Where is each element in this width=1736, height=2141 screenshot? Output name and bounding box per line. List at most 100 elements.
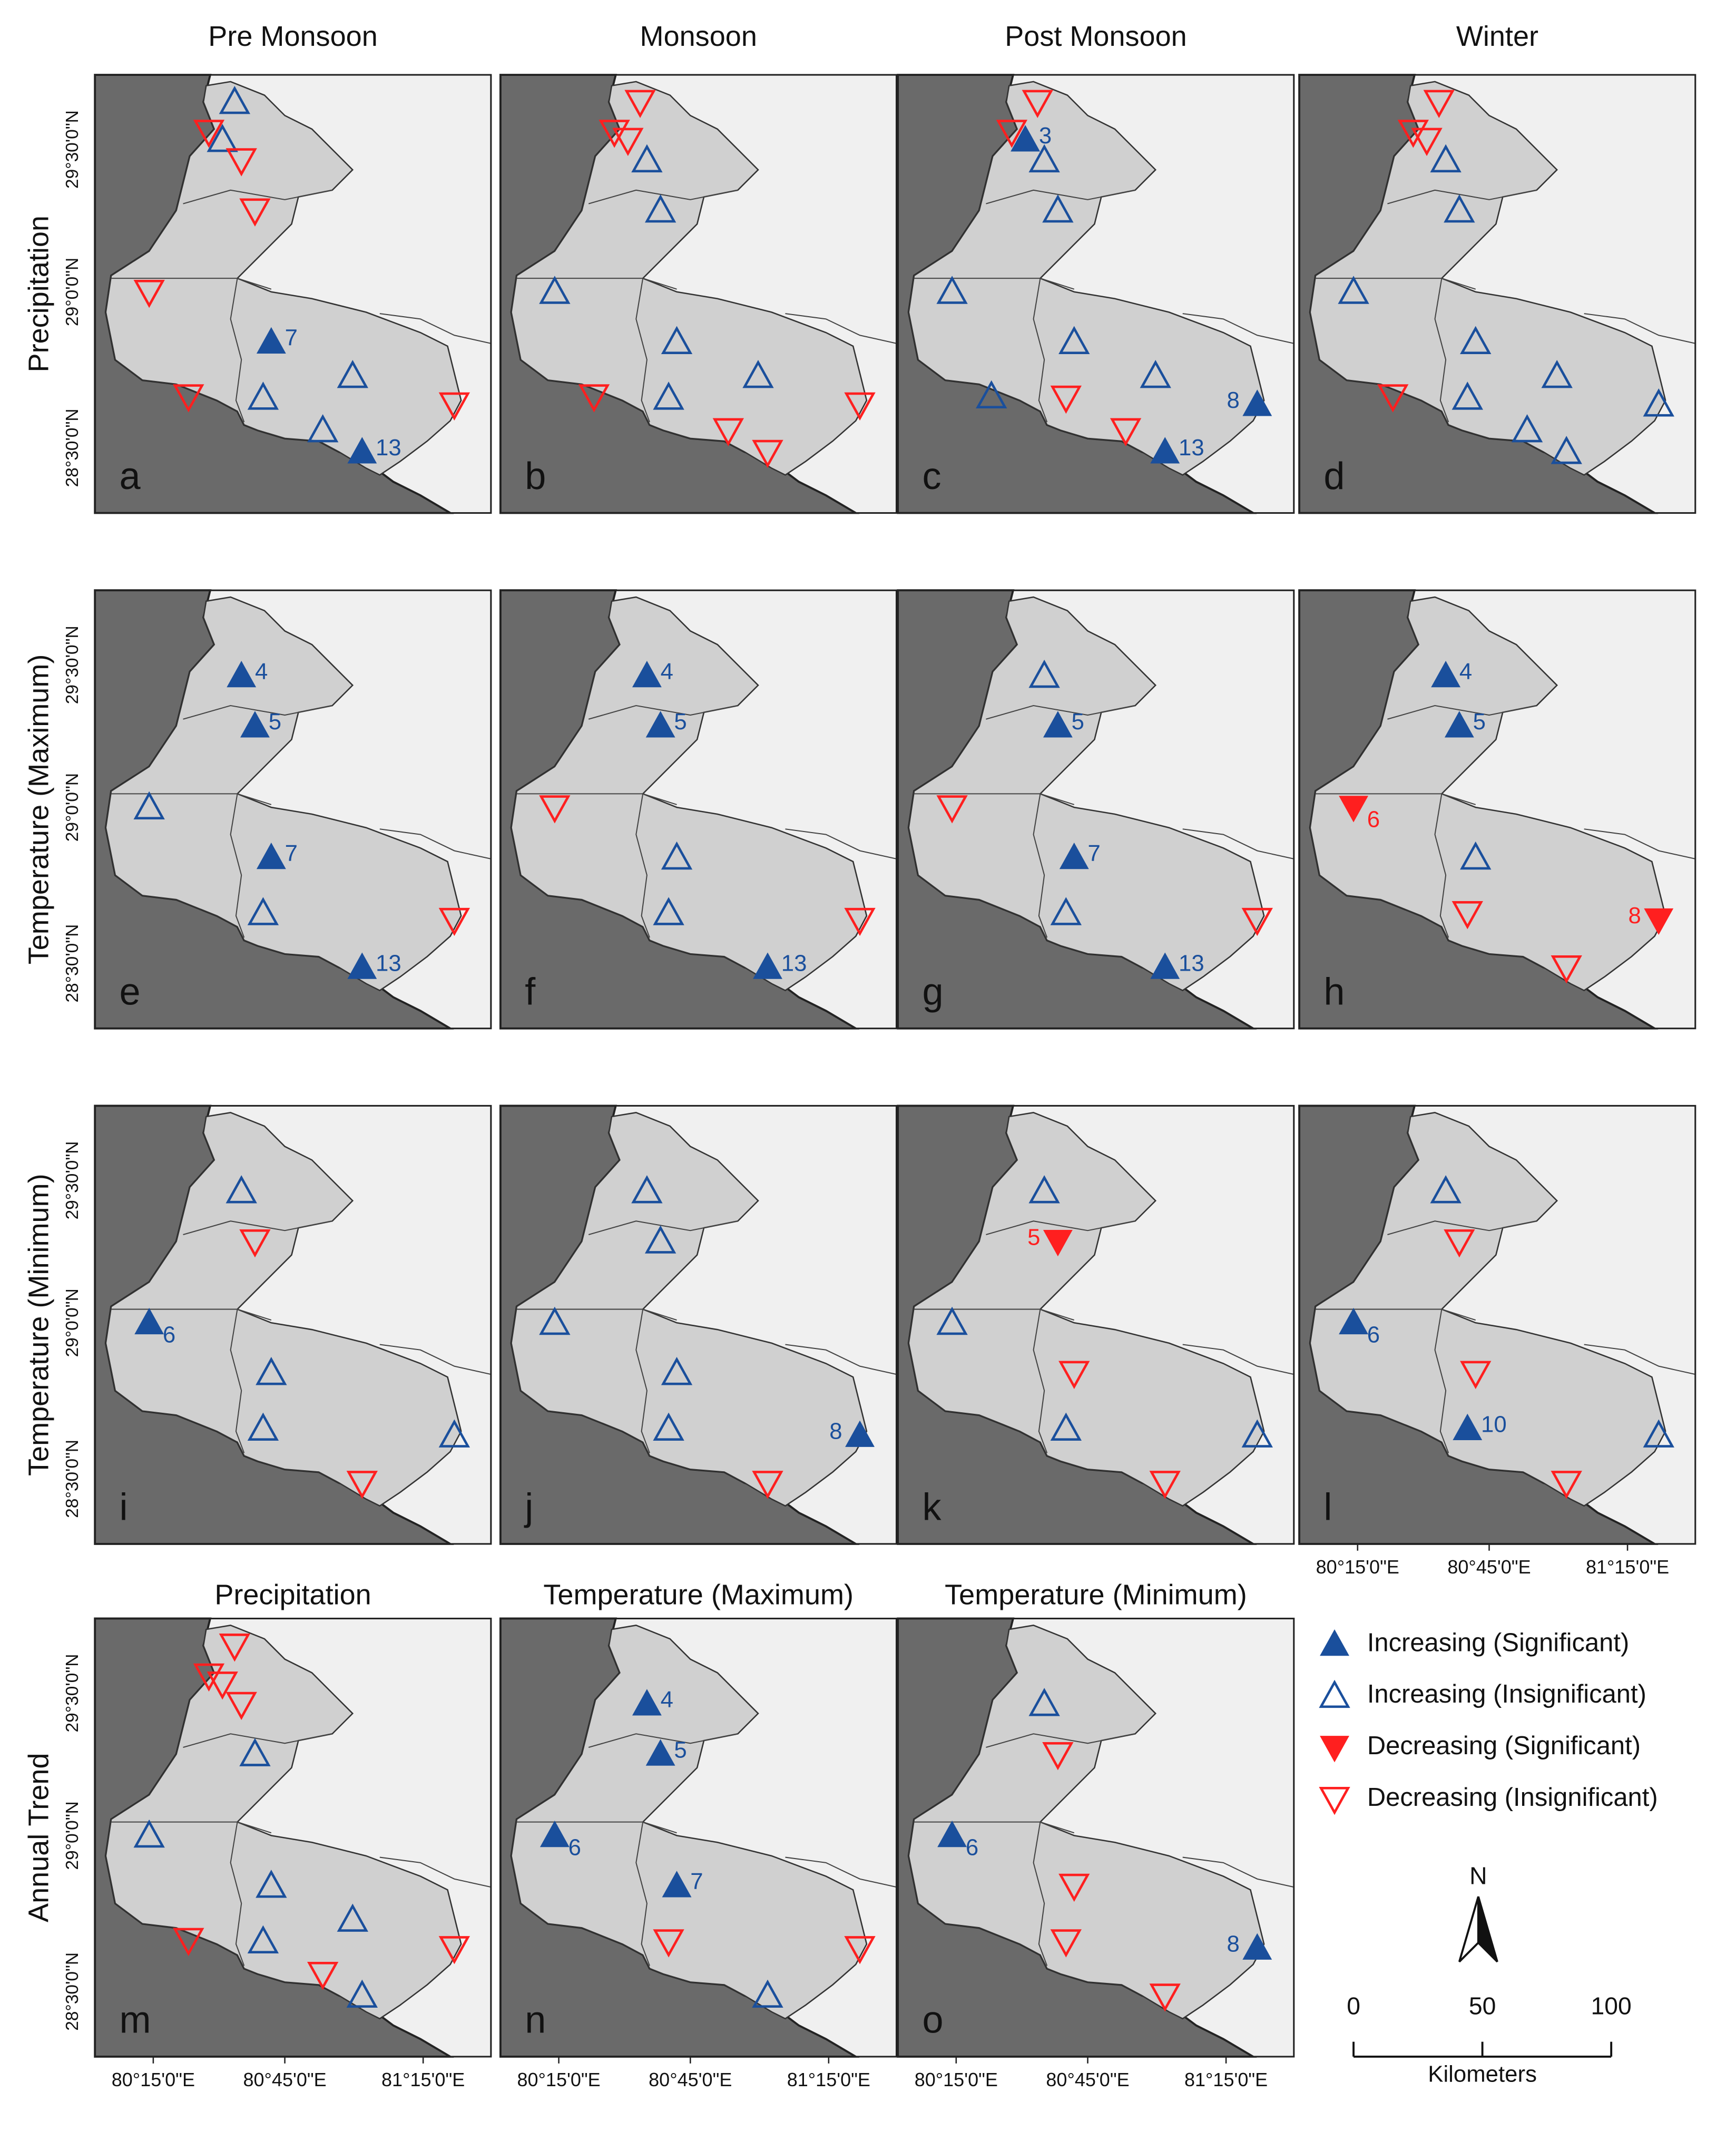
- lat-label: 28°30'0"N: [63, 924, 82, 1003]
- station-marker: [1431, 661, 1461, 688]
- station-label: 5: [1473, 709, 1486, 735]
- station-marker: [247, 1925, 279, 1954]
- lat-label: 29°30'0"N: [63, 1654, 82, 1733]
- station-marker: [996, 120, 1028, 148]
- panel-border: [499, 74, 898, 514]
- north-label: N: [1469, 1862, 1487, 1889]
- legend-label: Increasing (Insignificant): [1367, 1680, 1646, 1708]
- legend-label: Increasing (Significant): [1367, 1628, 1629, 1657]
- boundary-line: [986, 1220, 1135, 1235]
- station-marker: [752, 439, 783, 468]
- station-marker: [438, 392, 470, 421]
- boundary-line: [1033, 794, 1048, 938]
- boundary-line: [1434, 1309, 1449, 1453]
- annual-title: Precipitation: [214, 1579, 371, 1611]
- station-label: 8: [1227, 387, 1239, 413]
- boundary-line: [1182, 1856, 1294, 1888]
- station-marker: [845, 1420, 875, 1447]
- station-marker: [239, 1229, 271, 1258]
- boundary-line: [111, 793, 272, 805]
- station-marker: [1643, 388, 1674, 417]
- boundary-line: [914, 1821, 1075, 1834]
- basin: [511, 81, 868, 476]
- row-title: Annual Trend: [23, 1753, 55, 1922]
- station-marker: [1339, 796, 1368, 823]
- panel-letter: e: [120, 971, 141, 1013]
- lon-label: 80°15'0"E: [517, 2069, 600, 2090]
- station-marker: [661, 1357, 693, 1385]
- boundary-line: [1033, 1309, 1048, 1453]
- column-title: Post Monsoon: [1005, 21, 1187, 52]
- map-panel: 45 6 7 n: [499, 1617, 898, 2058]
- boundary-line: [111, 1308, 272, 1321]
- column-title: Winter: [1456, 21, 1538, 52]
- panel-letter: c: [922, 455, 941, 497]
- panel-border: [897, 589, 1295, 1030]
- lon-label: 81°15'0"E: [1586, 1556, 1669, 1578]
- station-marker: [1110, 418, 1142, 446]
- station-marker: [1460, 841, 1492, 870]
- station-marker: [134, 1307, 164, 1335]
- station-marker: [1511, 414, 1543, 443]
- boundary-line: [914, 278, 1075, 290]
- station-marker: [1150, 437, 1180, 464]
- panel-letter: n: [525, 1999, 546, 2041]
- boundary-line: [379, 1344, 492, 1375]
- panel-border: [1298, 589, 1696, 1030]
- station-marker: [662, 1871, 692, 1898]
- station-marker: [1451, 382, 1483, 410]
- panel-border: [897, 1104, 1295, 1545]
- station-marker: [193, 120, 225, 148]
- lat-label: 29°30'0"N: [63, 110, 82, 189]
- station-marker: [337, 1903, 368, 1932]
- station-marker: [976, 380, 1007, 409]
- station-marker: [1050, 1929, 1082, 1958]
- map-panel: m: [94, 1617, 492, 2058]
- row-title: Precipitation: [23, 216, 55, 372]
- station-marker: [1397, 120, 1429, 148]
- panel-border: [1298, 1104, 1696, 1545]
- boundary-line: [785, 313, 897, 344]
- station-label: 4: [255, 659, 268, 685]
- lat-label: 29°0'0"N: [63, 258, 82, 326]
- station-marker: [1242, 1933, 1272, 1960]
- station-label: 5: [269, 709, 281, 735]
- map-panel: 7 13 a: [94, 74, 492, 514]
- station-marker: [1050, 1412, 1082, 1441]
- lon-label: 81°15'0"E: [787, 2069, 870, 2090]
- station-label: 5: [674, 709, 686, 735]
- map-panel: 6 8 o: [897, 1617, 1295, 2058]
- boundary-line: [1315, 278, 1476, 290]
- boundary-line: [516, 278, 677, 290]
- panel-border: [94, 1104, 492, 1545]
- boundary-line: [183, 1220, 332, 1235]
- station-marker: [653, 897, 684, 925]
- station-label: 8: [1628, 903, 1641, 928]
- station-label: 6: [1367, 806, 1380, 832]
- annual-title: Temperature (Maximum): [543, 1579, 854, 1611]
- panel-letter: i: [120, 1487, 128, 1529]
- station-marker: [1028, 659, 1060, 688]
- station-marker: [844, 392, 876, 421]
- station-label: 6: [966, 1835, 978, 1861]
- station-marker: [256, 842, 286, 869]
- boundary-line: [379, 828, 492, 859]
- lon-label: 80°45'0"E: [1046, 2069, 1129, 2090]
- station-marker: [1149, 1983, 1181, 2012]
- station-label: 13: [1179, 435, 1204, 461]
- station-marker: [346, 1979, 378, 2008]
- scale-tick-label: 100: [1591, 1992, 1632, 2020]
- station-marker: [225, 1175, 257, 1204]
- station-marker: [307, 1962, 339, 1990]
- boundary-line: [230, 794, 245, 938]
- station-marker: [1338, 276, 1369, 304]
- panel-letter: d: [1323, 455, 1345, 497]
- station-label: 4: [1459, 659, 1472, 685]
- station-marker: [1551, 955, 1582, 984]
- station-marker: [193, 1663, 225, 1692]
- station-marker: [133, 279, 165, 308]
- lat-label: 28°30'0"N: [63, 1952, 82, 2031]
- lon-label: 81°15'0"E: [1184, 2069, 1268, 2090]
- station-marker: [631, 1175, 663, 1204]
- station-marker: [346, 1471, 378, 1499]
